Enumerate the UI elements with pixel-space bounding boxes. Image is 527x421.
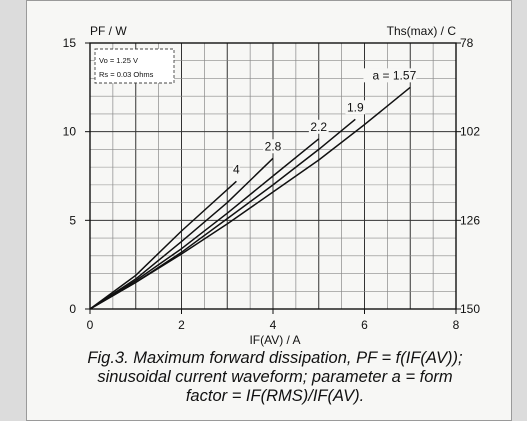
- curve-label-backdrop: [233, 162, 240, 177]
- labels-layer: 0 2 4 6 8 0 5 10 15 150 126 102 78 4 2.8 2.2 1.9 a = 1.57: [63, 36, 481, 332]
- x-tick-label: 6: [361, 318, 368, 332]
- y-left-tick-label: 0: [69, 302, 76, 316]
- y-right-axis-label: Ths(max) / C: [387, 24, 457, 38]
- curve-label: 2.8: [265, 139, 282, 153]
- curve-a-4: [89, 86, 411, 310]
- x-tick-label: 4: [270, 318, 277, 332]
- y-right-tick-label: 78: [460, 36, 474, 50]
- parameter-box: [94, 48, 175, 84]
- curve-label: 2.2: [310, 120, 327, 134]
- x-axis-label: IF(AV) / A: [249, 333, 300, 347]
- y-right-tick-label: 102: [460, 125, 480, 139]
- figure-caption: Fig.3. Maximum forward dissipation, PF =…: [40, 349, 510, 406]
- y-left-tick-label: 5: [69, 213, 76, 227]
- curve-label-backdrop: [308, 119, 329, 134]
- curve-label-backdrop: [363, 68, 417, 83]
- curve-label: a = 1.57: [373, 68, 417, 82]
- x-tick-label: 0: [87, 318, 94, 332]
- curve-a-0: [89, 180, 237, 310]
- series-layer: [89, 86, 411, 310]
- curve-label: 1.9: [347, 100, 364, 114]
- y-right-tick-label: 150: [460, 302, 480, 316]
- curve-a-1: [89, 157, 274, 310]
- caption-line-3: factor = IF(RMS)/IF(AV).: [185, 387, 365, 405]
- curve-a-2: [89, 138, 320, 310]
- x-tick-label: 2: [178, 318, 185, 332]
- x-tick-label: 8: [453, 318, 460, 332]
- curve-label-backdrop: [263, 139, 283, 154]
- curve-label: 4: [233, 162, 240, 176]
- caption-line-2: sinusoidal current waveform; parameter a…: [97, 368, 453, 386]
- curve-label-backdrop: [345, 100, 366, 115]
- y-right-tick-label: 126: [460, 213, 480, 227]
- y-left-tick-label: 10: [63, 125, 77, 139]
- y-left-tick-label: 15: [63, 36, 77, 50]
- y-left-axis-label: PF / W: [90, 24, 127, 38]
- param-vo: Vo = 1.25 V: [99, 56, 138, 65]
- caption-line-1: Fig.3. Maximum forward dissipation, PF =…: [87, 349, 463, 367]
- param-rs: Rs = 0.03 Ohms: [99, 70, 154, 79]
